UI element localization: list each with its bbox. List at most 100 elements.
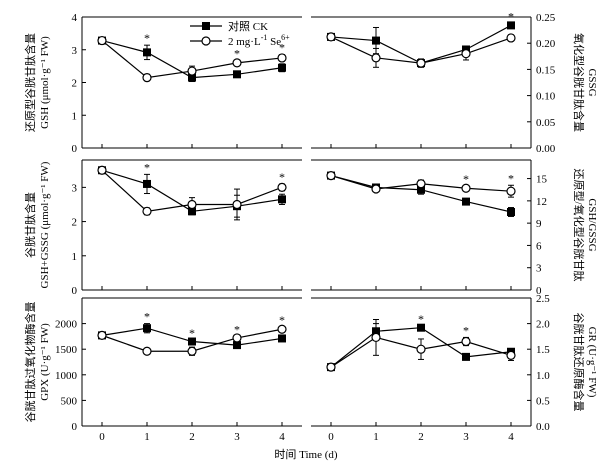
legend-se-label: 2 mg·L-1 Se6+ — [228, 33, 290, 48]
significance-star: * — [508, 9, 514, 23]
data-point-ck — [372, 36, 380, 45]
legend-ck-label: 对照 CK — [228, 19, 268, 33]
significance-star: * — [463, 172, 469, 186]
y-tick-label: 2.0 — [536, 319, 550, 331]
y-tick-label: 9 — [536, 218, 542, 230]
y-tick-label: 0.05 — [536, 117, 556, 129]
x-tick-label: 0 — [99, 431, 105, 443]
data-point-se — [97, 35, 107, 46]
y-tick-label: 2 — [72, 78, 78, 90]
y-tick-label: 6 — [536, 240, 542, 252]
legend: 对照 CK 2 mg·L-1 Se6+ — [190, 19, 290, 48]
data-point-se — [416, 58, 426, 68]
x-axis-title: 时间 Time (d) — [274, 448, 337, 461]
data-point-se — [461, 49, 471, 59]
y-tick-label: 0.15 — [536, 64, 556, 76]
data-point-ck — [278, 334, 286, 343]
y-axis-title-cn: 谷胱甘肽还原酶含量 — [572, 313, 586, 412]
data-point-se — [326, 362, 336, 372]
data-point-se — [506, 350, 516, 360]
data-point-se — [506, 186, 516, 196]
significance-star: * — [234, 47, 240, 61]
significance-star: * — [144, 160, 150, 174]
data-point-se — [232, 58, 242, 68]
data-point-se — [97, 165, 107, 175]
y-tick-label: 3 — [72, 45, 78, 57]
y-axis-title-en: GR (U·g⁻¹ FW) — [586, 327, 598, 398]
y-tick-label: 1 — [72, 251, 78, 263]
data-point-se — [142, 206, 152, 216]
data-point-se — [97, 330, 107, 340]
data-point-ck — [507, 208, 515, 216]
x-tick-label: 2 — [418, 431, 424, 443]
data-point-se — [371, 332, 381, 343]
y-tick-label: 3 — [72, 182, 78, 194]
y-tick-label: 1500 — [55, 344, 78, 356]
series-line-ck — [330, 24, 512, 64]
significance-star: * — [234, 322, 240, 336]
x-tick-label: 4 — [279, 431, 285, 443]
significance-star: * — [279, 41, 285, 55]
x-tick-label: 1 — [373, 431, 379, 443]
chart-panel-gr: 0.0 0.5 1.0 1.5 2.0 2.5 0 1 2 3 4 谷胱甘肽还原酶含量 GR (U·g⁻… — [311, 293, 598, 443]
y-tick-label: 1000 — [55, 370, 78, 382]
y-tick-label: 0.10 — [536, 91, 556, 103]
data-point-ck — [143, 324, 151, 333]
data-point-se — [326, 32, 336, 42]
y-tick-label: 0.5 — [536, 395, 550, 407]
legend-ck-marker — [202, 22, 210, 30]
significance-star: * — [279, 170, 285, 184]
y-axis-title-cn: 谷胱甘肽过氧化物酶含量 — [23, 302, 37, 423]
data-point-se — [142, 346, 152, 356]
data-point-se — [277, 182, 287, 192]
y-tick-label: 1.0 — [536, 370, 550, 382]
data-point-ck — [462, 352, 470, 361]
y-axis-title-en: GSH+GSSG (μmol·g⁻¹ FW) — [39, 161, 51, 288]
y-tick-label: 2.5 — [536, 293, 550, 305]
x-tick-label: 4 — [508, 431, 514, 443]
data-point-se — [461, 183, 471, 193]
y-tick-label: 12 — [536, 196, 547, 208]
y-tick-label: 1.5 — [536, 344, 550, 356]
data-point-se — [461, 336, 471, 347]
significance-star: * — [144, 310, 150, 324]
data-point-se — [187, 199, 197, 210]
y-axis-title-cn: 氧化型谷胱甘肽含量 — [572, 33, 586, 132]
y-axis-title-en: GSH/GSSG — [586, 198, 598, 251]
y-axis-title-en: GSSG — [586, 68, 598, 96]
data-point-ck — [233, 70, 241, 79]
data-point-se — [232, 199, 242, 210]
significance-star: * — [189, 326, 195, 340]
y-axis-title-cn: 还原型谷胱甘肽含量 — [23, 33, 37, 132]
data-point-ck — [417, 323, 425, 332]
data-point-se — [326, 171, 336, 181]
data-point-ck — [233, 341, 241, 350]
y-tick-label: 15 — [536, 174, 548, 186]
y-tick-label: 4 — [72, 12, 78, 24]
x-tick-label: 1 — [144, 431, 150, 443]
y-tick-label: 2000 — [55, 319, 78, 331]
legend-se-marker — [201, 36, 211, 46]
data-point-ck — [278, 195, 286, 204]
data-point-ck — [188, 73, 196, 82]
significance-star: * — [508, 171, 514, 185]
data-point-se — [416, 179, 426, 189]
significance-star: * — [144, 31, 150, 45]
y-tick-label: 2 — [72, 217, 78, 229]
data-point-se — [277, 53, 287, 63]
y-tick-label: 1 — [72, 110, 78, 122]
chart-panel-total: 0 1 2 3 谷胱甘肽含量 GSH+GSSG (μmol·g⁻¹ FW) * * — [23, 159, 302, 297]
data-point-ck — [278, 63, 286, 72]
x-tick-label: 0 — [328, 431, 334, 443]
y-tick-label: 0.20 — [536, 38, 556, 50]
data-point-se — [232, 333, 242, 343]
data-point-se — [187, 66, 197, 76]
x-tick-label: 2 — [189, 431, 195, 443]
data-point-ck — [143, 48, 151, 57]
data-point-se — [142, 72, 152, 83]
y-tick-label: 0 — [72, 143, 78, 155]
data-point-se — [371, 53, 381, 63]
y-axis-title-en: GPX (U·g⁻¹ FW) — [39, 323, 51, 401]
data-point-ck — [188, 337, 196, 346]
